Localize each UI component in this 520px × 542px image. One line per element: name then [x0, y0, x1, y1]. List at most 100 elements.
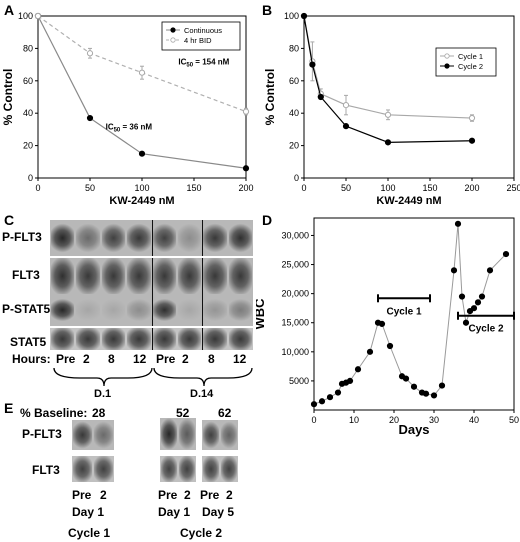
blot-band — [203, 220, 227, 256]
blot-band — [221, 456, 237, 482]
y-tick-label: 40 — [289, 108, 299, 118]
blot-e-strip-p-flt3-b — [160, 418, 196, 450]
blot-band — [152, 294, 176, 326]
x-tick-label: 0 — [311, 415, 316, 425]
x-tick-label: 50 — [85, 183, 95, 193]
legend-label: Cycle 1 — [458, 52, 483, 61]
blot-c-strip-flt3 — [50, 258, 253, 294]
data-point — [462, 319, 470, 326]
blot-band — [228, 220, 252, 256]
y-tick-label: 80 — [23, 43, 33, 53]
blot-band — [203, 456, 219, 482]
data-point — [138, 69, 146, 76]
legend-swatch-marker — [444, 53, 450, 59]
cycle-label: Cycle 2 — [180, 526, 223, 540]
data-point — [354, 366, 362, 373]
data-point — [300, 12, 308, 20]
data-point — [326, 394, 334, 401]
y-tick-label: 60 — [23, 76, 33, 86]
data-point — [438, 382, 446, 389]
hour-label: 2 — [83, 352, 90, 366]
day-label: Day 1 — [158, 505, 191, 519]
x-axis-label: KW-2449 nM — [109, 195, 174, 207]
blot-band — [101, 294, 126, 326]
blot-band — [152, 220, 176, 256]
blot-band — [94, 420, 113, 450]
x-tick-label: 200 — [238, 183, 253, 193]
lane-label: 2 — [226, 488, 233, 502]
blot-band — [203, 294, 227, 326]
y-tick-label: 15,000 — [281, 318, 309, 328]
hour-label: 8 — [208, 352, 215, 366]
blot-band — [203, 420, 219, 450]
x-tick-label: 10 — [349, 415, 359, 425]
baseline-value: 52 — [176, 406, 190, 420]
data-point — [86, 114, 94, 122]
data-point — [342, 102, 350, 109]
data-point — [468, 137, 476, 144]
y-tick-label: 0 — [28, 173, 33, 183]
blot-band — [177, 258, 202, 294]
blot-e-strip-p-flt3-c — [202, 420, 238, 450]
y-tick-label: 80 — [289, 43, 299, 53]
blot-e-strip-flt3-c — [202, 456, 238, 482]
data-point — [342, 123, 350, 130]
y-tick-label: 40 — [23, 108, 33, 118]
panel-letter-e: E — [4, 400, 14, 416]
panel-letter-d: D — [262, 212, 273, 228]
blot-band — [51, 328, 75, 350]
cycle-label: Cycle 1 — [386, 306, 421, 317]
x-tick-label: 50 — [509, 415, 519, 425]
chart-b: 0 50 100 150 200 250 0 20 40 60 80 100 KW-2449 nM % C… — [263, 11, 520, 207]
data-point — [386, 342, 394, 350]
x-tick-label: 100 — [134, 183, 149, 193]
panel-letter-c: C — [4, 212, 15, 228]
blot-band — [51, 258, 75, 294]
hour-label: 2 — [182, 352, 189, 366]
data-point — [346, 377, 354, 385]
blot-band — [179, 456, 195, 482]
data-point — [138, 150, 146, 157]
data-point — [318, 398, 326, 405]
x-tick-label: 200 — [464, 183, 479, 193]
y-tick-label: 0 — [294, 173, 299, 183]
x-tick-label: 150 — [422, 183, 437, 193]
hour-label: 8 — [108, 352, 115, 366]
blot-band — [228, 258, 252, 294]
blot-band — [203, 328, 227, 350]
data-point — [310, 401, 318, 408]
legend-label: Continuous — [184, 26, 222, 35]
x-tick-label: 40 — [469, 415, 479, 425]
data-point — [454, 220, 462, 227]
lane-label: Pre — [158, 488, 178, 502]
y-tick-label: 5000 — [289, 376, 309, 386]
data-point — [242, 108, 250, 115]
data-point — [309, 61, 316, 68]
legend-box — [161, 21, 241, 51]
blot-band — [177, 220, 202, 256]
blot-band — [228, 294, 252, 326]
data-point — [402, 375, 410, 382]
ic50-annotation: IC50 = 36 nM — [106, 122, 153, 133]
blot-band — [73, 420, 92, 450]
baseline-value: 28 — [92, 406, 106, 420]
data-point — [466, 307, 474, 315]
data-point — [502, 250, 510, 258]
blot-band — [161, 418, 177, 450]
blot-e-row-label: P-FLT3 — [22, 427, 62, 441]
y-tick-label: 30,000 — [281, 230, 309, 240]
lane-separator — [202, 220, 204, 256]
lane-separator — [151, 294, 153, 326]
blot-band — [51, 294, 75, 326]
day-label: Day 1 — [72, 505, 105, 519]
blot-c-strip-p-stat5 — [50, 294, 253, 326]
blot-band — [76, 258, 100, 294]
lane-separator — [202, 258, 204, 294]
lane-separator — [202, 328, 204, 350]
blot-e-strip-flt3-a — [72, 456, 114, 482]
blot-band — [127, 258, 151, 294]
baseline-label: % Baseline: — [20, 406, 88, 420]
data-point — [486, 267, 494, 274]
blot-band — [76, 294, 100, 326]
data-point — [242, 165, 250, 172]
